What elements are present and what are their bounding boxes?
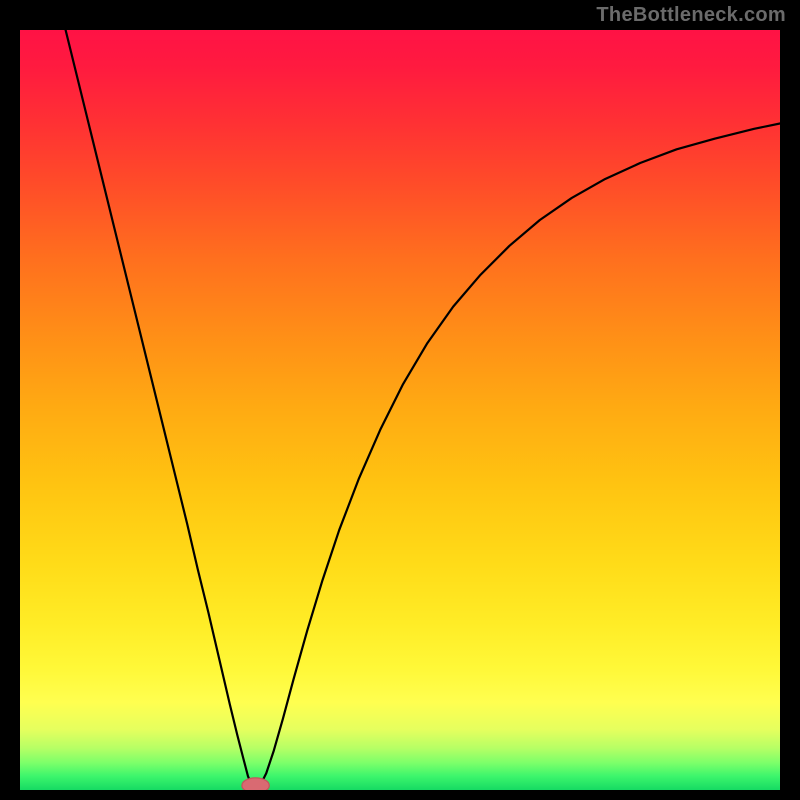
watermark-text: TheBottleneck.com (596, 4, 786, 27)
gradient-background (20, 30, 780, 790)
chart-svg (20, 30, 780, 790)
chart-frame: TheBottleneck.com (0, 0, 800, 800)
plot-area (20, 30, 780, 790)
minimum-marker (242, 778, 269, 790)
